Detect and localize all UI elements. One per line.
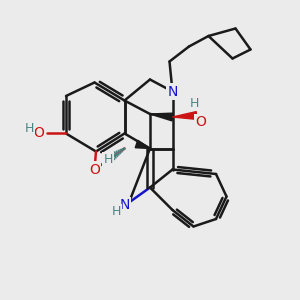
Text: N: N: [167, 85, 178, 98]
Text: H: H: [25, 122, 34, 135]
Text: H: H: [112, 205, 121, 218]
Text: O: O: [195, 115, 206, 129]
Text: O: O: [89, 163, 100, 176]
Polygon shape: [135, 140, 150, 148]
Text: H: H: [190, 97, 199, 110]
Polygon shape: [150, 113, 173, 121]
Polygon shape: [172, 112, 197, 119]
Text: O: O: [33, 126, 44, 140]
Text: H: H: [103, 153, 113, 166]
Text: N: N: [119, 198, 130, 212]
